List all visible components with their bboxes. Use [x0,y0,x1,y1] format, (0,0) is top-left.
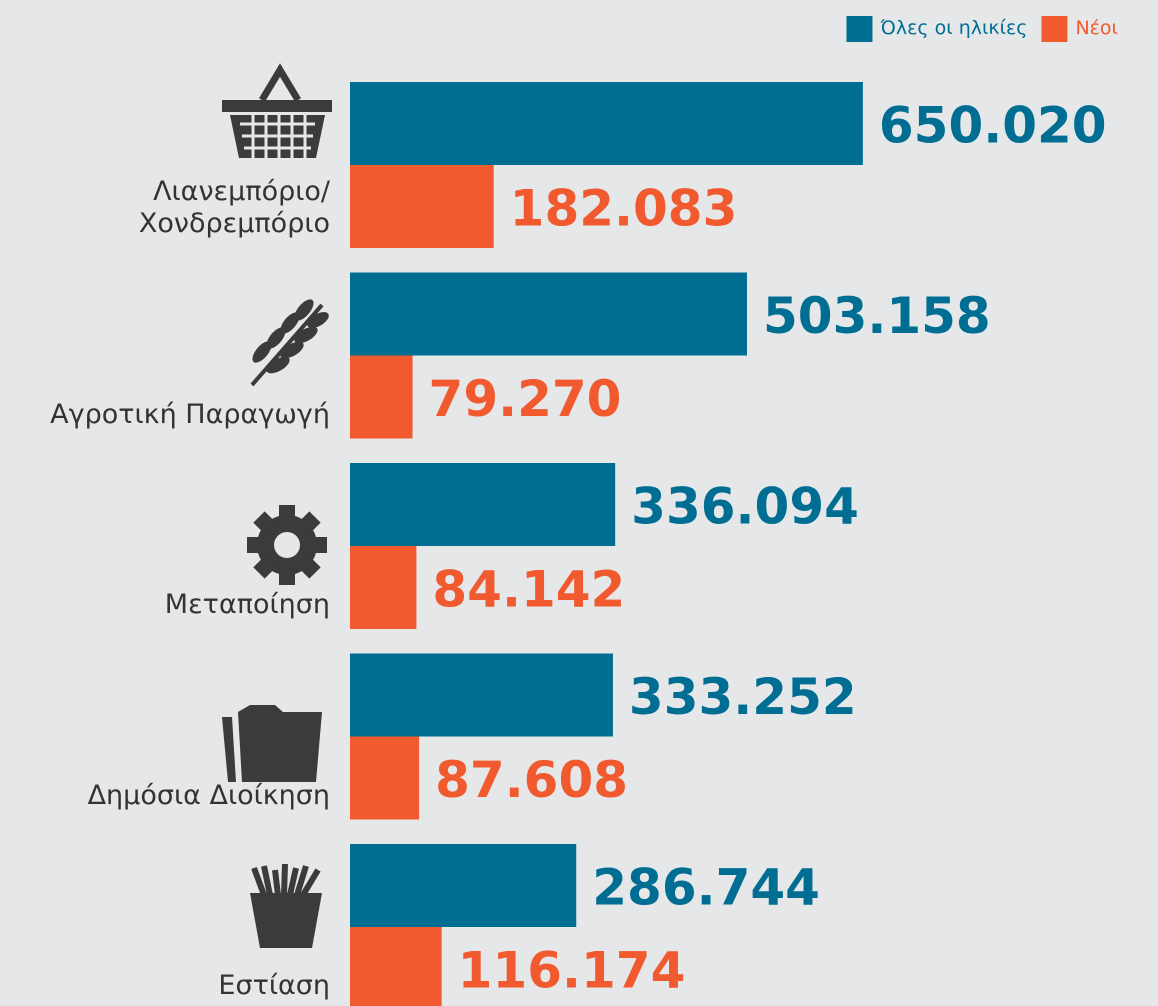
legend-label: Όλες οι ηλικίες [879,17,1027,39]
icon-fries [250,863,322,948]
bar [350,82,863,165]
value-label: 333.252 [629,668,857,726]
bar [350,165,494,248]
value-label: 84.142 [432,561,625,619]
value-label: 336.094 [631,478,859,536]
bar [350,736,420,820]
value-label: 182.083 [510,180,738,238]
value-label: 87.608 [435,751,628,809]
category-label: Αγροτική Παραγωγή [50,398,330,430]
bar [350,844,577,927]
legend-swatch [846,16,873,42]
icon-gear [247,505,327,585]
value-label: 503.158 [763,287,991,345]
category-label: Μεταποίηση [164,589,330,620]
bar [350,272,747,356]
value-label: 650.020 [879,97,1107,155]
value-label: 116.174 [458,942,686,1000]
icon-wheat [250,299,329,387]
value-label: 286.744 [592,859,820,917]
bar [350,546,417,629]
category-label: Λιανεμπόριο/ Χονδρεμπόριο [138,176,330,239]
category-label: Εστίαση [218,970,330,1001]
bar [350,463,616,546]
category-label: Δημόσια Διοίκηση [87,779,330,811]
icon-folder [222,705,322,782]
bar [350,355,413,439]
value-label: 79.270 [429,370,622,428]
legend-swatch [1041,16,1068,42]
icon-basket [222,63,332,158]
bar [350,927,442,1006]
bar [350,653,613,737]
legend-label: Νέοι [1075,17,1118,39]
